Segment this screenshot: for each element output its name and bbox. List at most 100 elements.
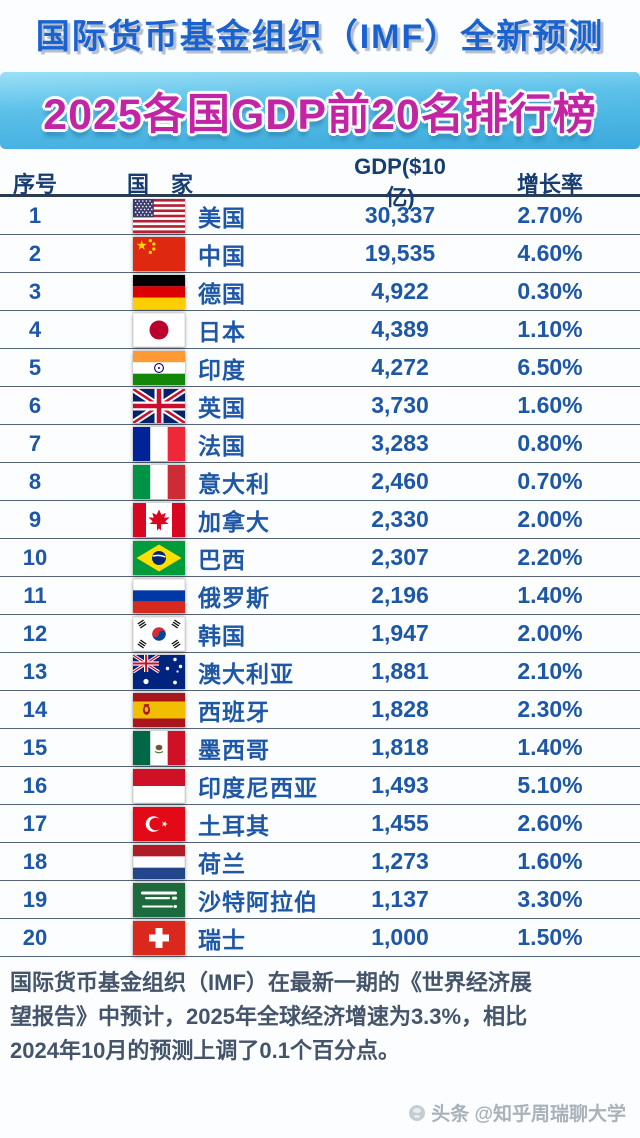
gdp-value: 3,730	[371, 392, 429, 418]
flag-icon-ru	[132, 577, 186, 614]
flag-icon-es	[132, 691, 186, 728]
growth-rate-value: 1.40%	[517, 734, 583, 760]
growth-rate-value: 2.00%	[517, 506, 583, 532]
flag-icon-fr	[132, 425, 186, 462]
country-name: 印度尼西亚	[198, 774, 318, 801]
gdp-value: 1,947	[371, 620, 429, 646]
rank-number: 13	[22, 658, 48, 684]
flag-icon-mx	[132, 729, 186, 766]
flag-icon-au	[132, 653, 186, 690]
avatar-icon	[409, 1104, 426, 1121]
country-name: 俄罗斯	[198, 584, 270, 611]
gdp-value: 1,455	[371, 810, 429, 836]
country-name: 瑞士	[198, 926, 246, 953]
flag-icon-nl	[132, 843, 186, 880]
growth-rate-value: 2.30%	[517, 696, 583, 722]
rank-number: 14	[22, 696, 48, 722]
table-row: 16 印度尼西亚 1,493 5.10%	[0, 767, 640, 805]
gdp-value: 1,818	[371, 734, 429, 760]
country-name: 沙特阿拉伯	[198, 888, 318, 915]
rank-number: 3	[28, 278, 42, 304]
table-row: 14 西班牙 1,828 2.30%	[0, 691, 640, 729]
rank-number: 20	[22, 924, 48, 950]
country-name: 美国	[198, 204, 246, 231]
growth-rate-value: 1.60%	[517, 392, 583, 418]
column-header-rank: 序号	[12, 172, 57, 197]
gdp-value: 1,137	[371, 886, 429, 912]
gdp-value: 1,881	[371, 658, 429, 684]
rank-number: 16	[22, 772, 48, 798]
country-name: 德国	[198, 280, 246, 307]
rank-number: 6	[28, 392, 42, 418]
growth-rate-value: 2.10%	[517, 658, 583, 684]
rank-number: 19	[22, 886, 48, 912]
growth-rate-value: 2.70%	[517, 202, 583, 228]
growth-rate-value: 5.10%	[517, 772, 583, 798]
country-name: 中国	[198, 242, 246, 269]
growth-rate-value: 3.30%	[517, 886, 583, 912]
flag-icon-kr	[132, 615, 186, 652]
table-row: 12 韩国 1,947 2.00%	[0, 615, 640, 653]
rank-number: 9	[28, 506, 42, 532]
table-row: 13 澳大利亚 1,881 2.10%	[0, 653, 640, 691]
rank-number: 4	[28, 316, 42, 342]
flag-icon-sa	[132, 881, 186, 918]
growth-rate-value: 4.60%	[517, 240, 583, 266]
country-name: 英国	[198, 394, 246, 421]
table-row: 1 美国 30,337 2.70%	[0, 197, 640, 235]
gdp-value: 2,196	[371, 582, 429, 608]
country-name: 西班牙	[198, 698, 270, 725]
rank-number: 10	[22, 544, 48, 570]
table-row: 11 俄罗斯 2,196 1.40%	[0, 577, 640, 615]
growth-rate-value: 1.60%	[517, 848, 583, 874]
country-name: 墨西哥	[198, 736, 270, 763]
flag-icon-br	[132, 539, 186, 576]
growth-rate-value: 0.30%	[517, 278, 583, 304]
rank-number: 11	[23, 582, 47, 608]
gdp-table: 序号 国 家 GDP($10亿) 增长率 1 美国 30,337 2.70% 2…	[0, 154, 640, 957]
column-header-growth: 增长率	[516, 172, 583, 197]
country-name: 法国	[198, 432, 246, 459]
rank-number: 2	[28, 240, 42, 266]
gdp-value: 19,535	[364, 240, 436, 266]
column-header-country: 国 家	[126, 172, 193, 197]
gdp-value: 4,389	[371, 316, 429, 342]
country-name: 加拿大	[198, 508, 270, 535]
table-row: 6 英国 3,730 1.60%	[0, 387, 640, 425]
footer-note: 国际货币基金组织（IMF）在最新一期的《世界经济展 望报告》中预计，2025年全…	[0, 966, 640, 1068]
gdp-value: 1,000	[371, 924, 429, 950]
watermark-text: 头条 @知乎周瑞聊大学	[431, 1104, 626, 1125]
flag-icon-tr	[132, 805, 186, 842]
rank-number: 12	[22, 620, 48, 646]
rank-number: 8	[28, 468, 42, 494]
table-row: 10 巴西 2,307 2.20%	[0, 539, 640, 577]
growth-rate-value: 2.60%	[517, 810, 583, 836]
gdp-value: 4,922	[371, 278, 429, 304]
column-header-gdp: GDP($10亿)	[354, 154, 446, 210]
country-name: 土耳其	[198, 812, 270, 839]
rank-number: 17	[22, 810, 48, 836]
flag-icon-us	[132, 197, 186, 234]
flag-icon-ca	[132, 501, 186, 538]
gdp-value: 2,460	[371, 468, 429, 494]
country-name: 荷兰	[198, 850, 246, 877]
table-row: 7 法国 3,283 0.80%	[0, 425, 640, 463]
flag-icon-it	[132, 463, 186, 500]
rank-number: 15	[22, 734, 48, 760]
country-name: 巴西	[198, 546, 246, 573]
banner-title: 2025各国GDP前20名排行榜	[43, 90, 597, 139]
page-title: 国际货币基金组织（IMF）全新预测	[35, 18, 605, 56]
banner: 2025各国GDP前20名排行榜	[0, 72, 640, 149]
growth-rate-value: 6.50%	[517, 354, 583, 380]
gdp-value: 4,272	[371, 354, 429, 380]
gdp-value: 2,330	[371, 506, 429, 532]
table-row: 15 墨西哥 1,818 1.40%	[0, 729, 640, 767]
rank-number: 18	[22, 848, 48, 874]
footer-line-1: 国际货币基金组织（IMF）在最新一期的《世界经济展	[10, 970, 532, 995]
growth-rate-value: 0.70%	[517, 468, 583, 494]
table-row: 5 印度 4,272 6.50%	[0, 349, 640, 387]
flag-icon-jp	[132, 311, 186, 348]
country-name: 日本	[198, 318, 246, 345]
country-name: 韩国	[198, 622, 246, 649]
